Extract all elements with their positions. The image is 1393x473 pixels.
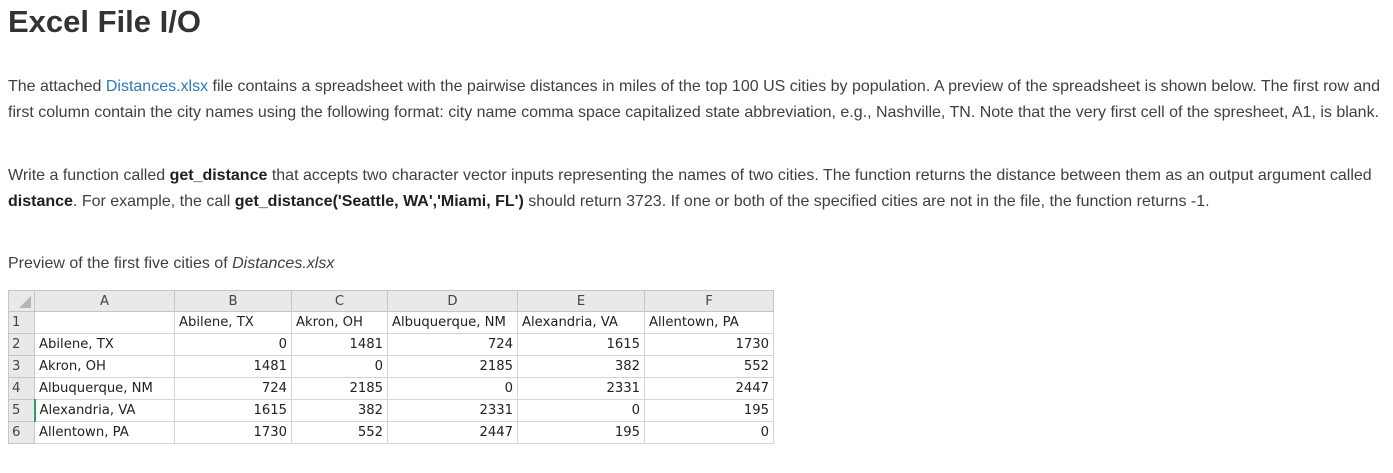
column-header[interactable]: F bbox=[644, 290, 774, 312]
sheet-row: 1 Abilene, TX Akron, OH Albuquerque, NM … bbox=[8, 311, 774, 334]
cell[interactable] bbox=[34, 311, 175, 334]
function-name: get_distance bbox=[169, 167, 268, 184]
cell[interactable]: 552 bbox=[291, 421, 388, 444]
cell[interactable]: 2185 bbox=[291, 377, 388, 400]
preview-caption-text: Preview of the first five cities of bbox=[8, 255, 233, 272]
para1-text-after: file contains a spreadsheet with the pai… bbox=[8, 78, 1381, 121]
cell[interactable]: 2447 bbox=[387, 421, 518, 444]
cell[interactable]: 0 bbox=[644, 421, 774, 444]
sheet-row: 6 Allentown, PA 1730 552 2447 195 0 bbox=[8, 421, 774, 444]
cell[interactable]: 195 bbox=[644, 399, 774, 422]
cell[interactable]: 1481 bbox=[291, 333, 388, 356]
para1-text-before: The attached bbox=[8, 78, 106, 95]
cell[interactable]: 2185 bbox=[387, 355, 518, 378]
cell[interactable]: Albuquerque, NM bbox=[387, 311, 518, 334]
city-cell[interactable]: Allentown, PA bbox=[34, 421, 175, 444]
description-paragraph: The attached Distances.xlsx file contain… bbox=[8, 74, 1383, 125]
preview-caption-filename: Distances.xlsx bbox=[232, 255, 335, 272]
output-name: distance bbox=[8, 192, 73, 210]
cell[interactable]: 195 bbox=[517, 421, 645, 444]
cell[interactable]: 382 bbox=[517, 355, 645, 378]
example-call: get_distance('Seattle, WA','Miami, FL') bbox=[234, 192, 524, 210]
cell[interactable]: 2331 bbox=[517, 377, 645, 400]
column-header[interactable]: C bbox=[291, 290, 388, 312]
cell[interactable]: 2447 bbox=[644, 377, 774, 400]
page-title: Excel File I/O bbox=[8, 4, 201, 39]
sheet-row: 3 Akron, OH 1481 0 2185 382 552 bbox=[8, 355, 774, 378]
city-cell[interactable]: Albuquerque, NM bbox=[34, 377, 175, 400]
cell[interactable]: 0 bbox=[174, 333, 292, 356]
cell[interactable]: 0 bbox=[291, 355, 388, 378]
preview-caption: Preview of the first five cities of Dist… bbox=[8, 251, 1383, 277]
row-number[interactable]: 4 bbox=[8, 377, 35, 400]
cell[interactable]: 1730 bbox=[644, 333, 774, 356]
column-header[interactable]: A bbox=[34, 290, 175, 312]
select-all-triangle-icon bbox=[19, 296, 31, 308]
row-number[interactable]: 1 bbox=[8, 311, 35, 334]
column-header[interactable]: D bbox=[387, 290, 518, 312]
cell[interactable]: Abilene, TX bbox=[174, 311, 292, 334]
cell[interactable]: Akron, OH bbox=[291, 311, 388, 334]
row-number[interactable]: 3 bbox=[8, 355, 35, 378]
column-header-row: A B C D E F bbox=[8, 290, 774, 312]
city-cell[interactable]: Alexandria, VA bbox=[33, 399, 175, 422]
spreadsheet-preview: A B C D E F 1 Abilene, TX Akron, OH Albu… bbox=[8, 290, 774, 444]
row-number[interactable]: 6 bbox=[8, 421, 35, 444]
cell[interactable]: 1730 bbox=[174, 421, 292, 444]
cell[interactable]: 1481 bbox=[174, 355, 292, 378]
cell[interactable]: 1615 bbox=[174, 399, 292, 422]
cell[interactable]: 0 bbox=[517, 399, 645, 422]
cell[interactable]: 724 bbox=[387, 333, 518, 356]
cell[interactable]: 2331 bbox=[387, 399, 518, 422]
para2-t3: . For example, the call bbox=[72, 192, 235, 210]
distances-file-link[interactable]: Distances.xlsx bbox=[105, 78, 209, 95]
cell[interactable]: 382 bbox=[291, 399, 388, 422]
para2-t4: should return 3723. If one or both of th… bbox=[523, 192, 1210, 210]
cell[interactable]: Allentown, PA bbox=[644, 311, 774, 334]
cell[interactable]: 724 bbox=[174, 377, 292, 400]
sheet-row: 2 Abilene, TX 0 1481 724 1615 1730 bbox=[8, 333, 774, 356]
select-all-corner[interactable] bbox=[8, 290, 35, 312]
para2-t2: that accepts two character vector inputs… bbox=[267, 167, 1372, 184]
cell[interactable]: 0 bbox=[387, 377, 518, 400]
cell[interactable]: 552 bbox=[644, 355, 774, 378]
sheet-row: 4 Albuquerque, NM 724 2185 0 2331 2447 bbox=[8, 377, 774, 400]
column-header[interactable]: B bbox=[174, 290, 292, 312]
city-cell[interactable]: Akron, OH bbox=[34, 355, 175, 378]
para2-t1: Write a function called bbox=[8, 167, 170, 184]
row-number[interactable]: 5 bbox=[8, 399, 35, 422]
cell[interactable]: 1615 bbox=[517, 333, 645, 356]
cell[interactable]: Alexandria, VA bbox=[517, 311, 645, 334]
row-number[interactable]: 2 bbox=[8, 333, 35, 356]
column-header[interactable]: E bbox=[517, 290, 645, 312]
sheet-row: 5 Alexandria, VA 1615 382 2331 0 195 bbox=[8, 399, 774, 422]
city-cell[interactable]: Abilene, TX bbox=[34, 333, 175, 356]
task-paragraph: Write a function called get_distance tha… bbox=[8, 163, 1383, 214]
